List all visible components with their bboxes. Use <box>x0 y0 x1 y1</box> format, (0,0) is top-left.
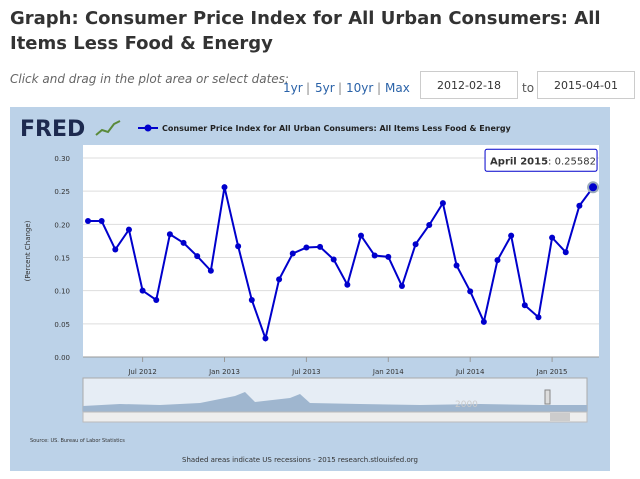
data-point <box>358 232 364 239</box>
data-point <box>317 243 324 250</box>
y-tick-label: 0.25 <box>54 188 70 196</box>
tooltip-separator: : <box>548 156 555 167</box>
data-point <box>494 257 501 264</box>
data-point <box>207 267 214 274</box>
x-tick-label: Jan 2013 <box>208 368 240 376</box>
data-point <box>535 314 542 321</box>
source: Source: US. Bureau of Labor Statistics <box>30 438 125 444</box>
data-point <box>166 231 173 238</box>
date-prompt: Click and drag in the plot area or selec… <box>10 72 289 86</box>
logo-icon <box>95 120 121 136</box>
scrollbar[interactable] <box>82 411 588 423</box>
scrollbar-thumb[interactable] <box>550 413 570 421</box>
end-date-input[interactable]: 2015-04-01 <box>537 71 635 99</box>
y-tick-label: 0.20 <box>54 221 70 229</box>
tooltip: April 2015: 0.25582 <box>490 156 596 167</box>
legend-marker <box>144 124 152 132</box>
start-date-input[interactable]: 2012-02-18 <box>420 71 518 99</box>
navigator-label: 2000 <box>455 400 478 410</box>
tooltip-value: 0.25582 <box>555 156 596 167</box>
footer: Shaded areas indicate US recessions - 20… <box>182 456 418 464</box>
data-point <box>521 302 528 309</box>
navigator-series <box>83 392 587 412</box>
range-link[interactable]: Max <box>385 81 410 95</box>
data-point <box>467 288 474 295</box>
data-point <box>549 234 556 241</box>
x-tick-label: Jul 2014 <box>455 368 485 376</box>
x-tick-label: Jul 2012 <box>127 368 157 376</box>
data-point <box>587 181 600 194</box>
data-point <box>330 256 337 263</box>
legend-label: Consumer Price Index for All Urban Consu… <box>162 124 512 133</box>
data-point <box>562 249 569 256</box>
data-point <box>344 281 351 288</box>
range-link[interactable]: 5yr <box>315 81 335 95</box>
y-tick-label: 0.05 <box>54 321 70 329</box>
navigator-handle[interactable] <box>544 389 551 405</box>
data-point <box>139 287 146 294</box>
separator: | <box>338 81 343 95</box>
separator: | <box>377 81 382 95</box>
y-tick-label: 0.15 <box>54 255 70 263</box>
to-label: to <box>522 81 535 95</box>
data-point <box>98 218 105 225</box>
y-tick-label: 0.10 <box>54 288 70 296</box>
y-tick-label: 0.30 <box>54 155 70 163</box>
data-point <box>289 250 296 257</box>
page-title: Graph: Consumer Price Index for All Urba… <box>10 8 601 54</box>
logo: FRED <box>20 117 85 142</box>
plot-area <box>83 145 599 357</box>
x-tick-label: Jan 2014 <box>372 368 404 376</box>
data-point <box>371 252 378 259</box>
y-tick-label: 0.00 <box>54 354 70 362</box>
data-point <box>439 200 446 207</box>
data-point <box>112 246 119 253</box>
data-point <box>426 221 433 228</box>
data-point <box>125 226 132 233</box>
x-tick-label: Jan 2015 <box>536 368 568 376</box>
data-point <box>453 262 460 269</box>
data-point <box>194 253 201 260</box>
data-point <box>235 243 242 250</box>
separator: | <box>306 81 311 95</box>
data-point <box>576 202 583 209</box>
range-link[interactable]: 10yr <box>346 81 374 95</box>
tooltip-date: April 2015 <box>490 156 548 167</box>
data-point <box>180 239 187 246</box>
data-point <box>153 296 160 303</box>
data-point <box>385 253 392 260</box>
data-point <box>398 283 405 290</box>
data-point <box>262 335 269 342</box>
data-point <box>508 232 515 239</box>
data-point <box>303 244 310 251</box>
x-tick-label: Jul 2013 <box>291 368 321 376</box>
range-link[interactable]: 1yr <box>283 81 303 95</box>
tooltip-box <box>484 148 598 172</box>
data-point <box>412 241 419 248</box>
data-point <box>480 318 487 325</box>
data-point <box>85 218 91 225</box>
data-point <box>276 276 283 283</box>
data-point <box>221 184 228 191</box>
y-axis-label: (Percent Change) <box>24 220 32 281</box>
data-point <box>248 296 255 303</box>
